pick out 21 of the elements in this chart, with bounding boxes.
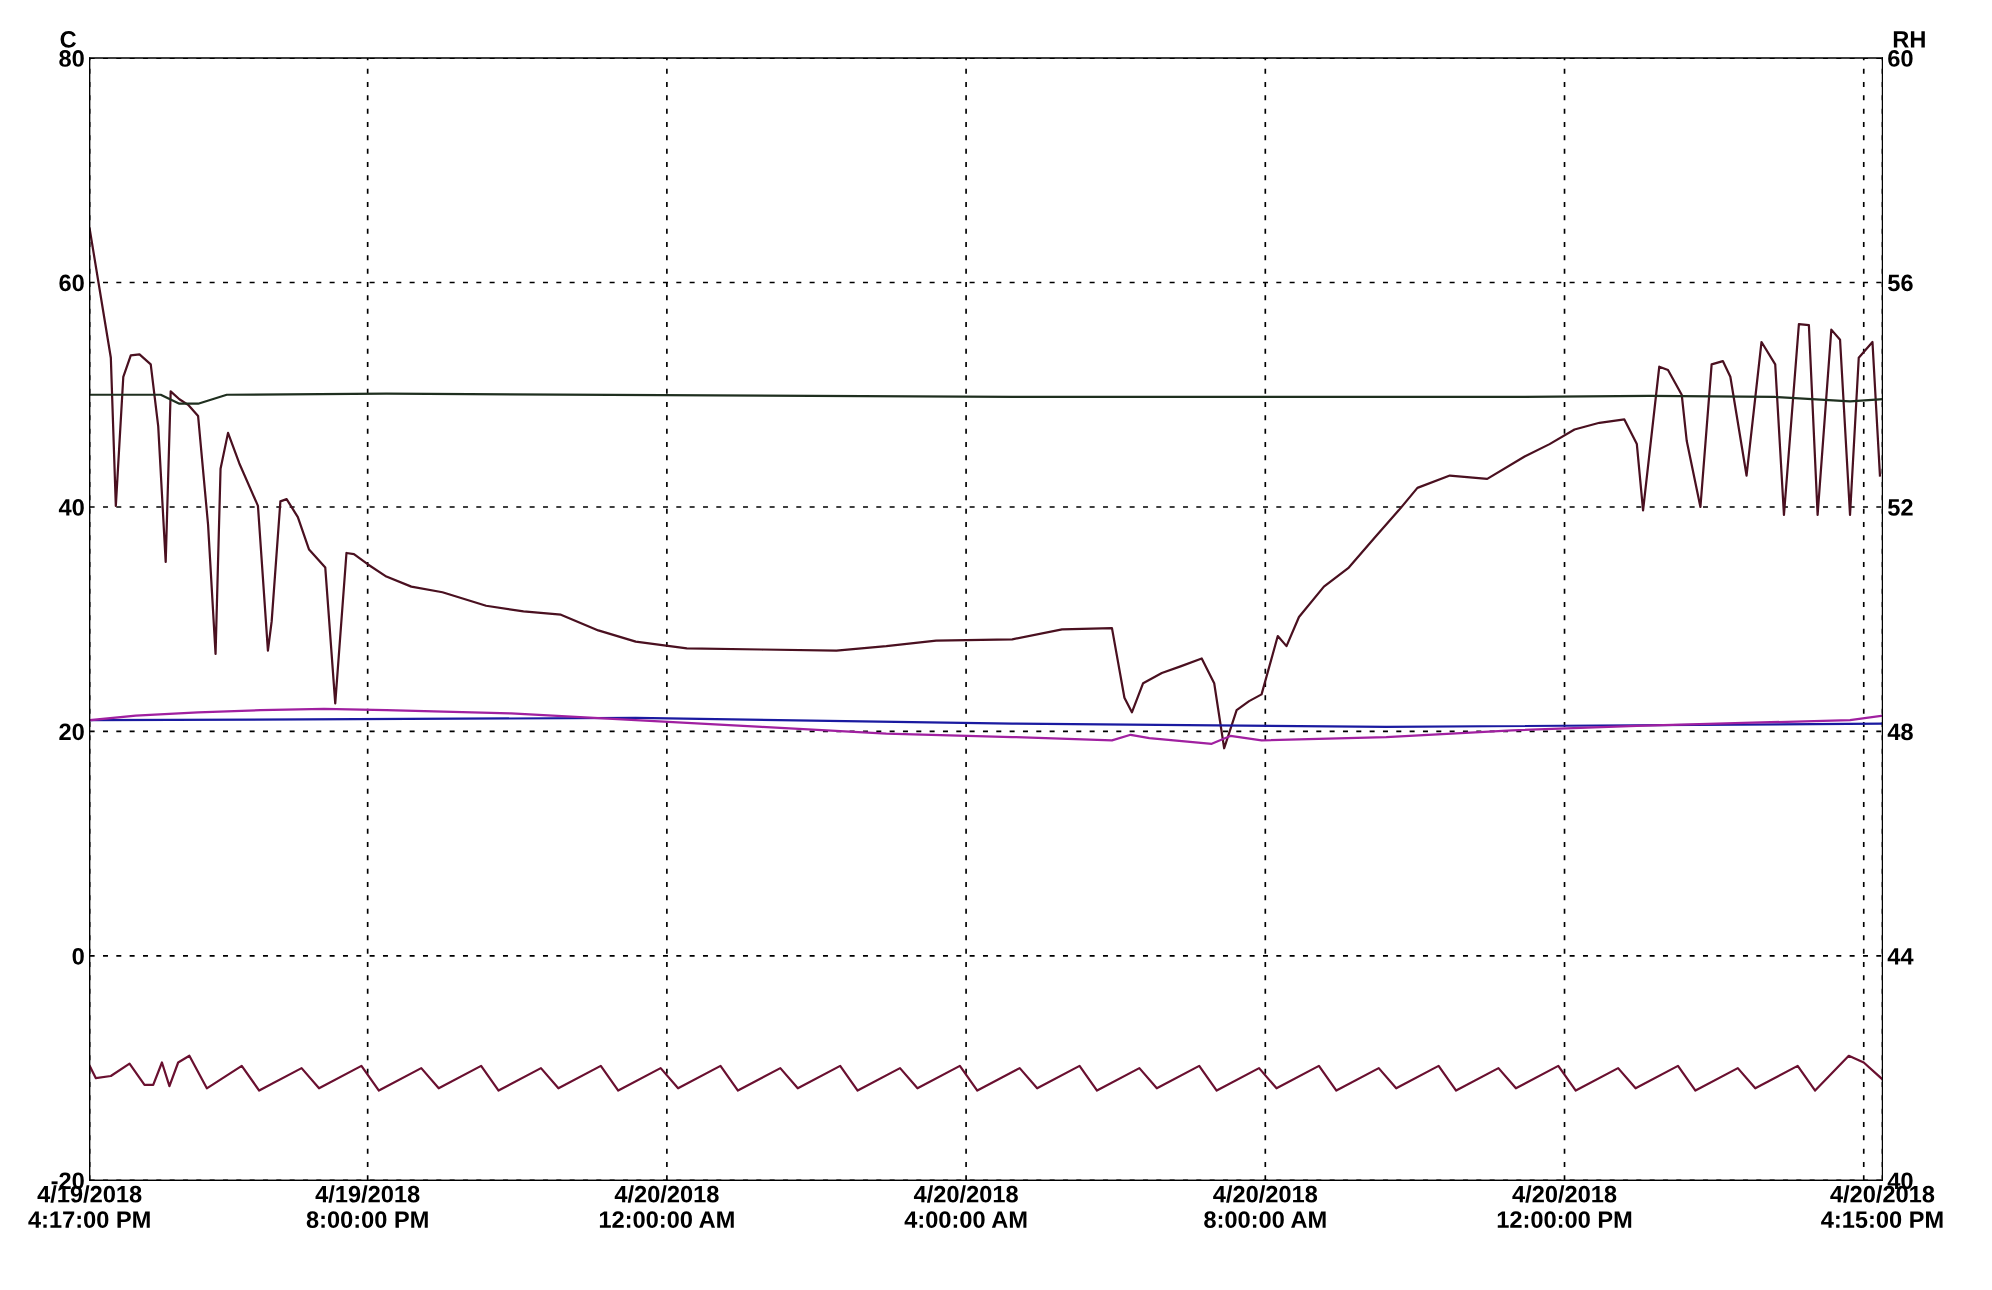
- y-tick-label: 40: [58, 499, 84, 516]
- line-series: [89, 227, 1882, 750]
- line-series: [89, 707, 1883, 745]
- line-series: [89, 392, 1883, 405]
- y-tick-label: 60: [59, 274, 84, 292]
- y2-tick-label: 60: [1888, 50, 1913, 67]
- y-tick-label: 20: [59, 723, 84, 741]
- y2-tick-label: 56: [1888, 274, 1913, 292]
- y2-axis-title: RH: [1893, 31, 1925, 48]
- y2-tick-label: 52: [1888, 499, 1913, 516]
- x-tick-label: 4/19/2018 8:00:00 PM: [306, 1185, 428, 1228]
- y-tick-label: 80: [59, 50, 84, 67]
- x-tick-label: 4/20/2018 12:00:00 PM: [1497, 1185, 1632, 1228]
- x-tick-label: 4/20/2018 8:00:00 AM: [1204, 1185, 1326, 1228]
- y-axis-title: C: [60, 31, 77, 48]
- y2-tick-label: 44: [1887, 948, 1914, 965]
- x-tick-label: 4/20/2018 12:00:00 AM: [599, 1185, 734, 1228]
- y2-tick-label: 48: [1887, 723, 1913, 741]
- y-tick-label: 0: [72, 947, 84, 965]
- x-tick-label: 4/20/2018 4:00:00 AM: [904, 1185, 1027, 1228]
- line-series: [89, 1054, 1883, 1092]
